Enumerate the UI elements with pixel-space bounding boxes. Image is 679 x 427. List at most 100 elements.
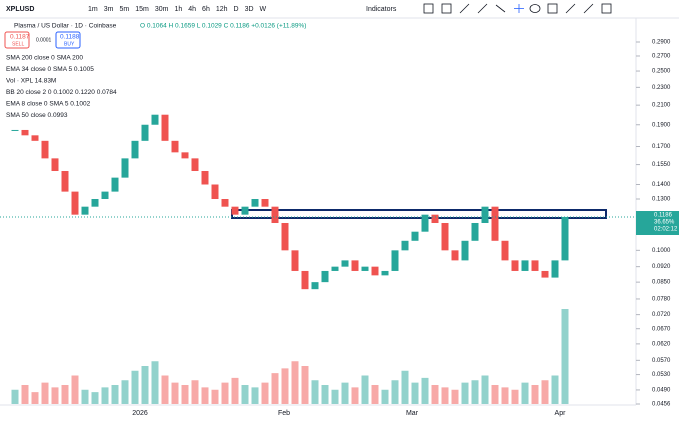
- candle-body: [541, 270, 549, 278]
- candle-body: [281, 222, 289, 251]
- interval-button[interactable]: 30m: [155, 6, 169, 13]
- candle-body: [421, 214, 429, 232]
- y-tick-label: 0.0720: [652, 312, 671, 318]
- volume-bar: [381, 389, 389, 404]
- candle-body: [291, 250, 299, 271]
- x-tick-label: 2026: [132, 410, 148, 417]
- indicator-legend: Vol · XPL 14.83M: [6, 78, 56, 85]
- indicators-button[interactable]: Indicators: [366, 6, 397, 13]
- volume-bar: [121, 380, 129, 404]
- candle-body: [351, 260, 359, 271]
- volume-bar: [461, 382, 469, 404]
- interval-button[interactable]: 3D: [245, 6, 254, 13]
- y-tick-label: 0.1700: [652, 144, 671, 150]
- volume-bar: [531, 385, 539, 404]
- price-tag: [636, 211, 679, 235]
- y-tick-label: 0.1900: [652, 122, 671, 128]
- indicator-legend: EMA 8 close 0 SMA 5 0.1002: [6, 101, 91, 108]
- y-tick-label: 0.2900: [652, 40, 671, 46]
- volume-bar: [471, 380, 479, 404]
- y-tick-label: 0.0670: [652, 326, 671, 332]
- candle-body: [31, 135, 39, 141]
- sell-price: 0.1187: [10, 34, 30, 41]
- interval-button[interactable]: D: [234, 6, 239, 13]
- x-tick-label: Mar: [406, 410, 419, 417]
- candle-body: [161, 114, 169, 141]
- volume-bar: [411, 382, 419, 404]
- candle-body: [21, 129, 29, 136]
- volume-bar: [431, 385, 439, 404]
- candle-body: [71, 191, 79, 215]
- volume-bar: [421, 377, 429, 404]
- candle-body: [121, 158, 129, 178]
- candle-body: [391, 250, 399, 271]
- volume-bar: [131, 370, 139, 404]
- volume-bar: [191, 380, 199, 404]
- interval-button[interactable]: 6h: [202, 6, 210, 13]
- y-tick-label: 0.1000: [652, 248, 671, 254]
- interval-button[interactable]: 3m: [104, 6, 114, 13]
- symbol[interactable]: XPLUSD: [6, 6, 34, 13]
- volume-bar: [221, 382, 229, 404]
- legend-ohlc: O 0.1064 H 0.1659 L 0.1029 C 0.1186 +0.0…: [140, 23, 306, 30]
- volume-bar: [351, 387, 359, 404]
- volume-bar: [251, 387, 259, 404]
- volume-bar: [561, 309, 569, 404]
- candle-body: [251, 199, 259, 207]
- candle-body: [521, 260, 529, 271]
- interval-button[interactable]: 5m: [119, 6, 129, 13]
- interval-button[interactable]: 1m: [88, 6, 98, 13]
- volume-bar: [51, 387, 59, 404]
- volume-bar: [401, 370, 409, 404]
- volume-bar: [491, 385, 499, 404]
- interval-button[interactable]: 1h: [174, 6, 182, 13]
- candle-body: [181, 152, 189, 159]
- volume-bar: [291, 361, 299, 404]
- volume-bar: [101, 387, 109, 404]
- candle-body: [41, 140, 49, 159]
- y-tick-label: 0.0530: [652, 372, 671, 378]
- y-tick-label: 0.0780: [652, 297, 671, 303]
- interval-button[interactable]: 15m: [135, 6, 149, 13]
- volume-bar: [231, 377, 239, 404]
- candle-body: [431, 214, 439, 223]
- candle-body: [81, 206, 89, 215]
- indicator-legend: SMA 200 close 0 SMA 200: [6, 55, 83, 62]
- indicator-legend: BB 20 close 2 0 0.1002 0.1220 0.0784: [6, 89, 117, 96]
- candle-body: [481, 206, 489, 223]
- x-tick-label: Apr: [555, 410, 567, 417]
- candle-body: [91, 199, 99, 207]
- y-tick-label: 0.1400: [652, 182, 671, 188]
- sell-button[interactable]: [4, 31, 30, 49]
- y-tick-label: 0.1550: [652, 162, 671, 168]
- indicator-legend: EMA 34 close 0 SMA 5 0.1005: [6, 66, 94, 73]
- volume-bar: [301, 366, 309, 404]
- candle-body: [61, 171, 69, 192]
- y-tick-label: 0.0850: [652, 280, 671, 286]
- candle-body: [151, 114, 159, 125]
- candle-body: [271, 206, 279, 223]
- x-tick-label: Feb: [278, 410, 290, 417]
- candle-body: [241, 206, 249, 215]
- volume-bar: [551, 375, 559, 404]
- interval-button[interactable]: 4h: [188, 6, 196, 13]
- buy-button[interactable]: [55, 31, 81, 49]
- indicator-legend: SMA 50 close 0.0993: [6, 112, 68, 119]
- candle-body: [411, 231, 419, 241]
- volume-bar: [521, 382, 529, 404]
- volume-bar: [11, 389, 19, 404]
- y-tick-label: 0.0490: [652, 388, 671, 394]
- volume-bar: [81, 389, 89, 404]
- candle-body: [471, 222, 479, 241]
- volume-bar: [61, 385, 69, 404]
- candle-body: [381, 270, 389, 276]
- volume-bar: [141, 366, 149, 404]
- volume-bar: [311, 380, 319, 404]
- y-tick-label: 0.0920: [652, 264, 671, 270]
- y-tick-label: 0.1300: [652, 197, 671, 203]
- interval-button[interactable]: W: [260, 6, 267, 13]
- interval-button[interactable]: 12h: [216, 6, 228, 13]
- y-tick-label: 0.0456: [652, 402, 671, 408]
- y-tick-label: 0.2500: [652, 69, 671, 75]
- candle-body: [551, 260, 559, 278]
